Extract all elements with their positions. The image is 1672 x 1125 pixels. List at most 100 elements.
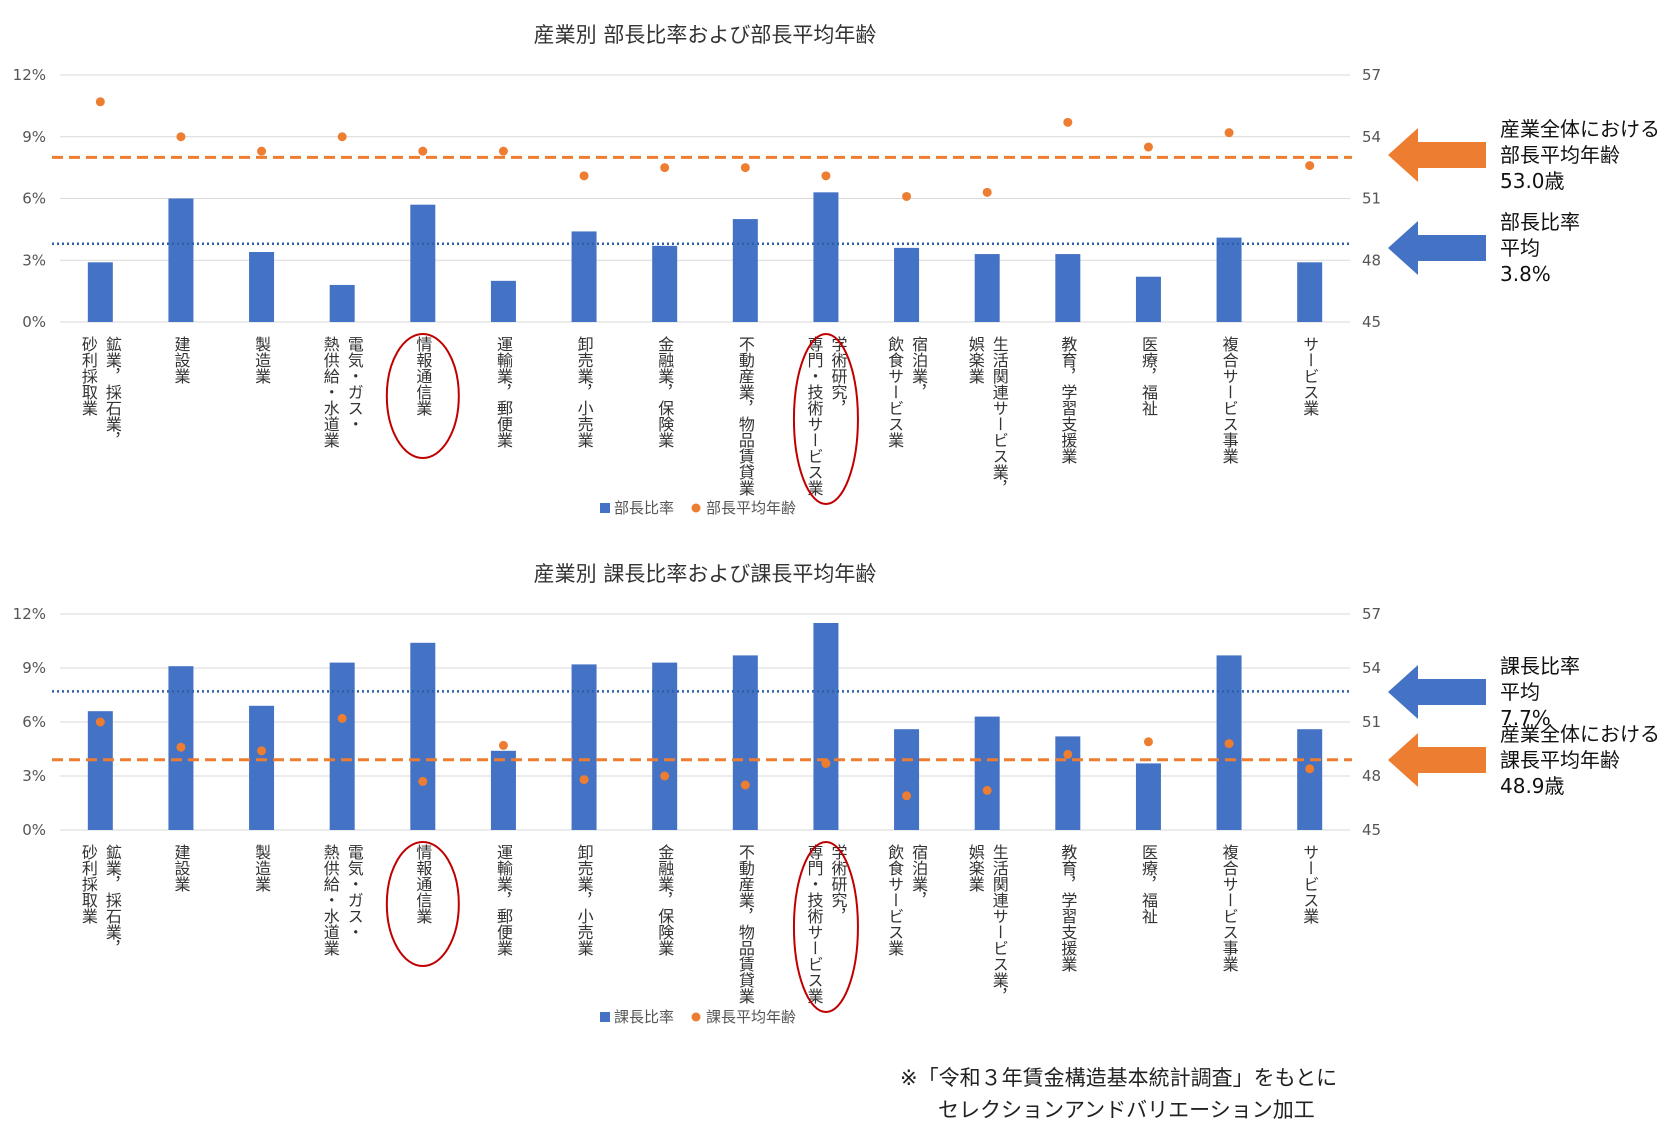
legend-label: 課長比率 [614,1008,674,1026]
bar [1135,276,1161,322]
callout-text: 53.0歳 [1500,169,1565,193]
bar [410,642,436,830]
y-left-tick-label: 3% [22,767,46,785]
bar [1297,729,1323,830]
legend-label: 部長平均年齢 [706,499,796,517]
category-label: 熱供給・水道業 [321,844,340,956]
category-label: 飲食サービス業 [885,844,904,956]
category-label: 学術研究， [828,844,847,924]
legend-label: 部長比率 [614,499,674,517]
y-right-tick-label: 54 [1362,659,1381,677]
category-label: 金融業，保険業 [655,844,674,956]
chart-title: 産業別 課長比率および課長平均年齢 [534,562,877,586]
bar [490,750,516,830]
age-point [176,132,186,142]
bar [974,716,1000,830]
category-label: 鉱業，採石業， [103,844,122,956]
bar [894,729,920,830]
age-point [1063,749,1073,759]
age-point [821,171,831,181]
category-label: 砂利採取業 [79,844,98,924]
y-left-tick-label: 12% [13,66,46,84]
bar [732,655,758,830]
y-right-tick-label: 48 [1362,767,1381,785]
category-label: 電気・ガス・ [345,844,364,940]
callout-arrow [1388,221,1486,275]
category-label: 鉱業，採石業， [103,336,122,448]
chart-kacho: 産業別 課長比率および課長平均年齢 0% 3% 6% 9% 12% 45 48 51 54 57 鉱業… [13,562,1660,1026]
age-point [257,146,267,156]
bar [813,192,839,322]
age-point [95,97,105,107]
legend-swatch-bar [600,503,610,513]
highlight-circle [792,333,859,505]
callout-text: 3.8% [1500,262,1551,286]
category-label: 専門・技術サービス業 [804,844,823,1004]
bar [652,662,678,830]
chart-bucho: 産業別 部長比率および部長平均年齢 0% 3% 6% 9% 12% 45 48 51 54 57 鉱業… [13,23,1660,517]
callout-text: 課長平均年齢 [1500,748,1620,772]
y-right-tick-label: 45 [1362,821,1381,839]
category-label: 情報通信業 [413,844,432,924]
bar [1216,237,1242,322]
age-point [498,146,508,156]
bar [1135,763,1161,830]
category-label: 飲食サービス業 [885,336,904,448]
bar [813,623,839,830]
category-label: 電気・ガス・ [345,336,364,432]
bar [571,231,597,322]
category-label: 学術研究， [828,336,847,416]
bar [329,662,355,830]
bar [168,198,194,322]
callout-arrow [1388,733,1486,787]
bar [974,254,1000,322]
bar [249,705,275,830]
age-point [95,717,105,727]
bar [329,284,355,322]
bar [490,280,516,322]
y-left-tick-label: 9% [22,659,46,677]
age-point [257,746,267,756]
y-left-tick-label: 6% [22,713,46,731]
category-label: 複合サービス事業 [1220,336,1239,464]
category-label: 生活関連サービス業， [990,844,1009,1004]
category-label: 教育，学習支援業 [1058,844,1077,972]
category-label: 複合サービス事業 [1220,844,1239,972]
category-label: 宿泊業， [909,844,928,908]
legend-swatch-point [691,503,701,513]
age-point [1224,128,1234,138]
y-right-tick-label: 51 [1362,190,1381,208]
highlight-circle [792,841,859,1013]
age-point [176,742,186,752]
bar [87,711,113,830]
category-label: サービス業 [1300,844,1319,924]
age-point [740,780,750,790]
legend-swatch-bar [600,1012,610,1022]
age-point [660,163,670,173]
category-label: 宿泊業， [909,336,928,400]
category-label: 卸売業，小売業 [575,336,594,448]
callout-arrow [1388,665,1486,719]
bar [249,252,275,322]
category-label: 卸売業，小売業 [575,844,594,956]
y-right-tick-label: 51 [1362,713,1381,731]
age-point [579,171,589,181]
category-label: 不動産業，物品賃貸業 [736,336,755,496]
category-label: 不動産業，物品賃貸業 [736,844,755,1004]
callout-text: 産業全体における [1500,117,1660,141]
highlight-circle [385,333,460,459]
category-label: 砂利採取業 [79,336,98,416]
category-label: 娯楽業 [966,336,985,384]
category-label: 建設業 [171,844,190,892]
highlight-circle [385,841,460,967]
bar [652,245,678,322]
category-label: 製造業 [252,844,271,892]
bar [1055,254,1081,322]
age-point [1143,737,1153,747]
callout-arrow [1388,128,1486,182]
age-point [498,740,508,750]
category-label: 医療，福祉 [1139,844,1158,924]
category-label: 専門・技術サービス業 [804,336,823,496]
footnote-source: ※「令和３年賃金構造基本統計調査」をもとに [900,1066,1338,1090]
y-left-tick-label: 9% [22,128,46,146]
